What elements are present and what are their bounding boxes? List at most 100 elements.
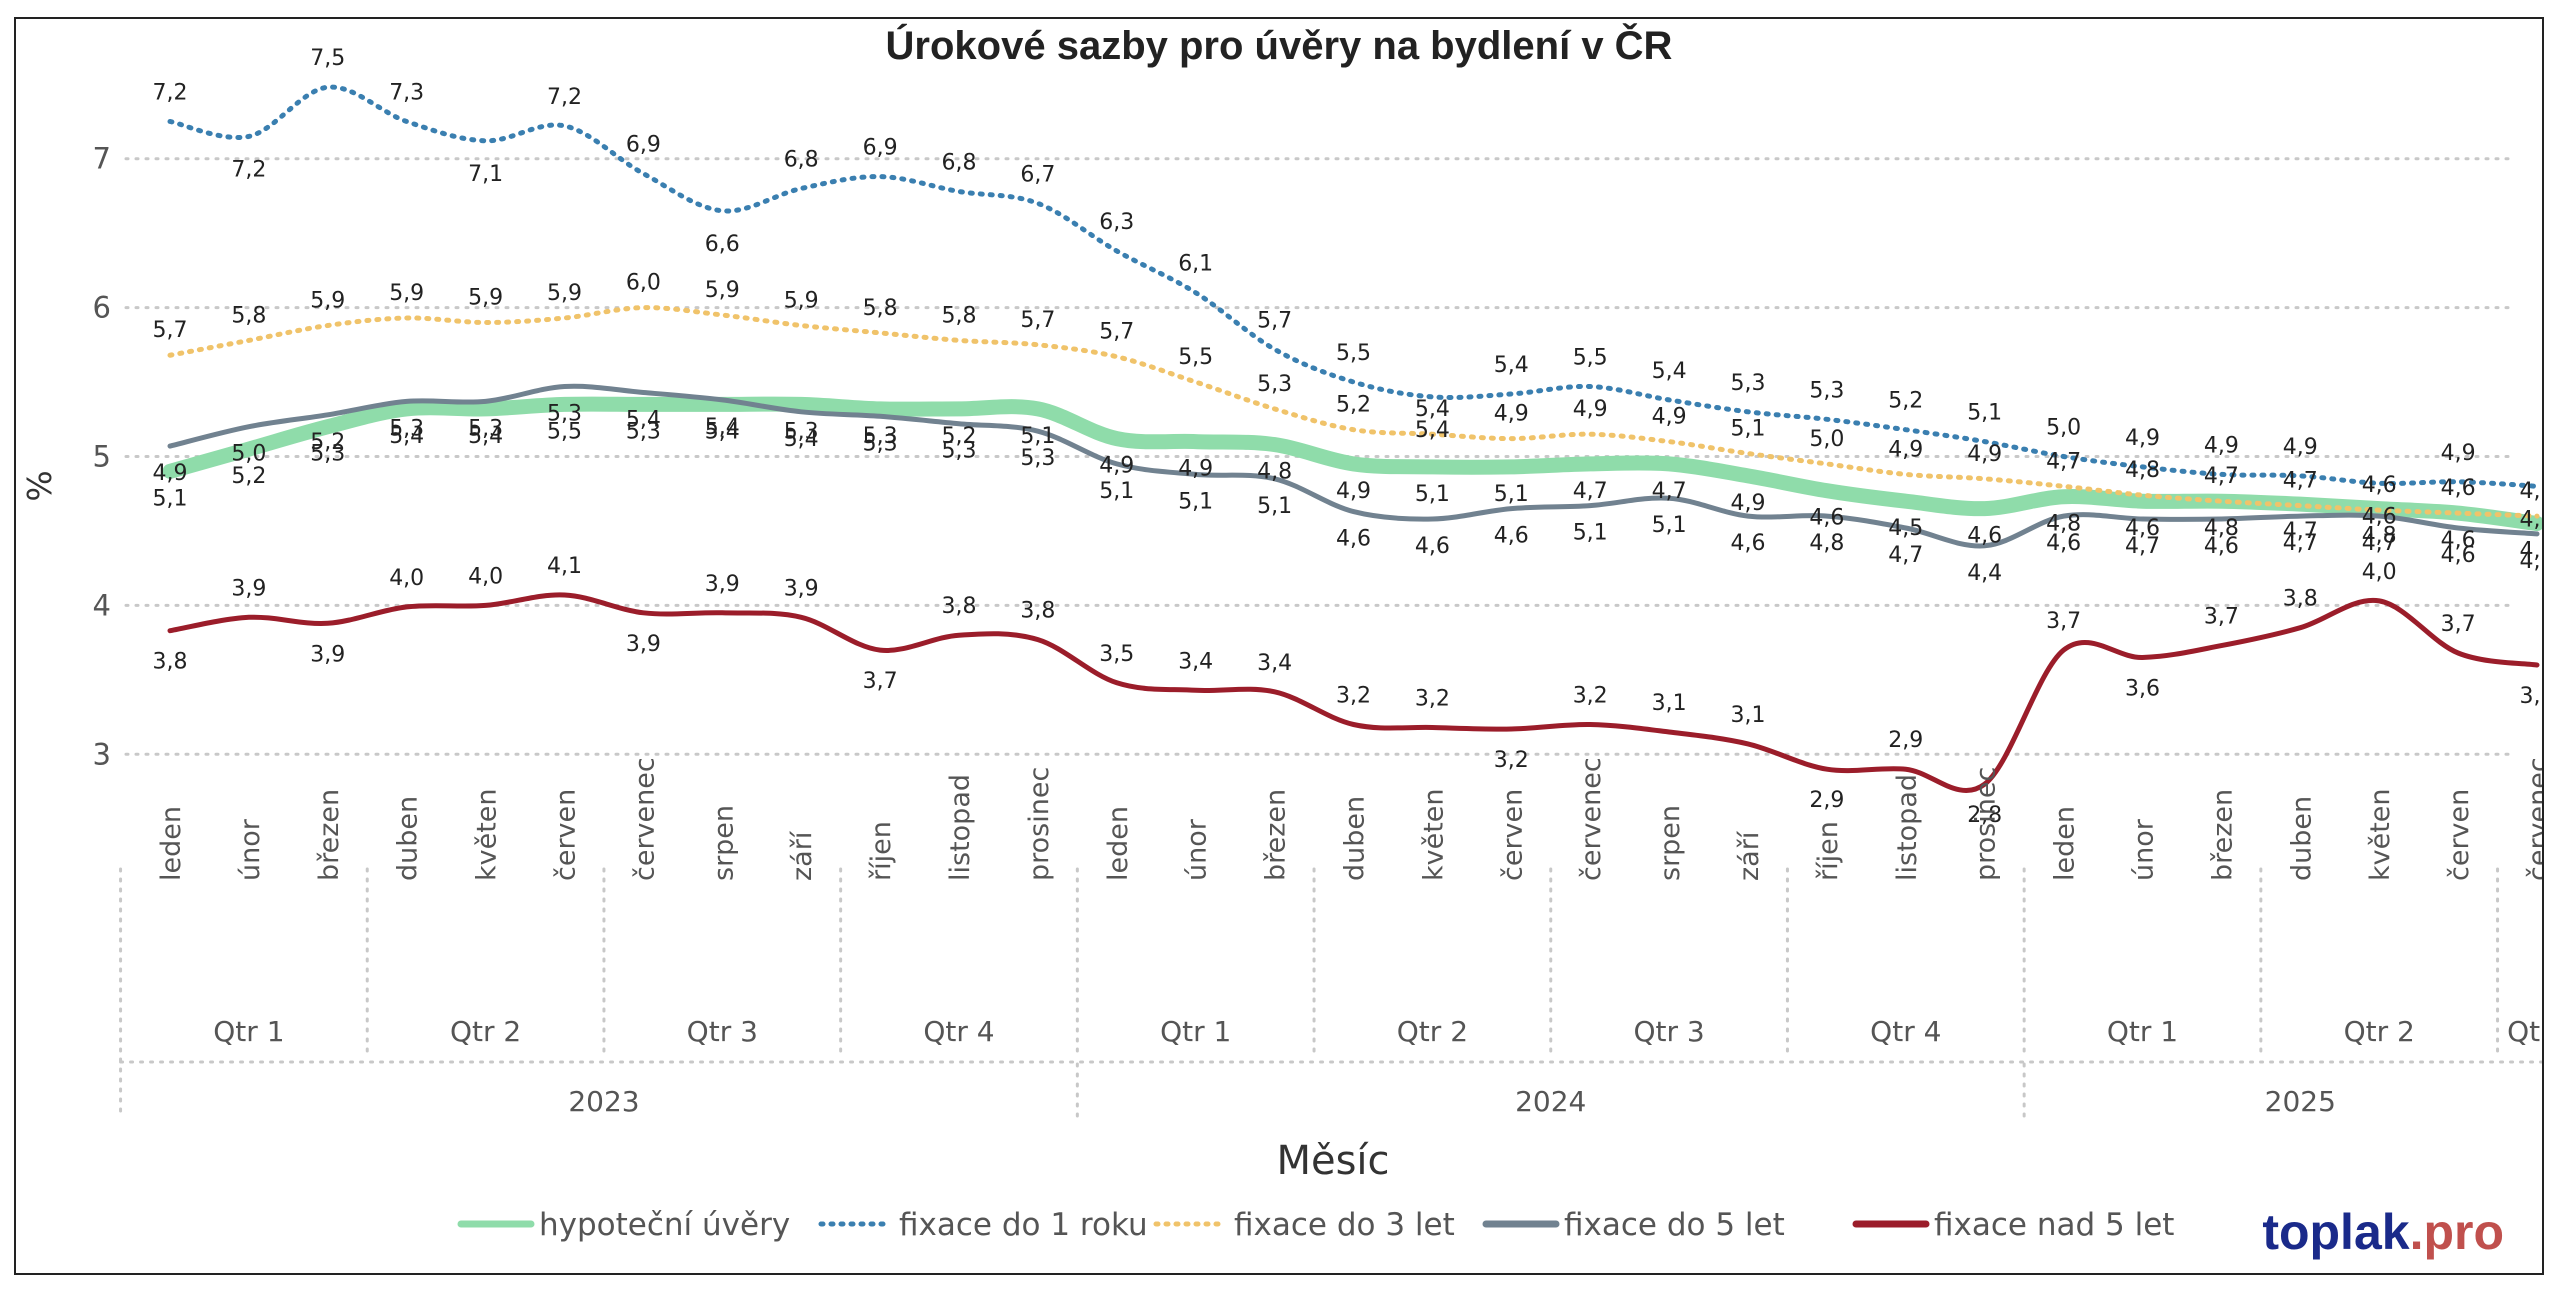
data-labels: 5,15,25,35,4 5,4 5,5 5,3 5,4 5,3 5,3 5,2 5,14,9 4… <box>153 46 2543 828</box>
data-label: 4,7 <box>1573 479 1608 504</box>
data-label: 4,0 <box>389 566 424 591</box>
data-label: 4,5 <box>1888 516 1923 541</box>
data-label: 4,6 <box>2520 539 2543 564</box>
data-label: 4,8 <box>2520 479 2543 504</box>
data-label: 4,9 <box>153 461 188 486</box>
data-label: 5,3 <box>389 416 424 441</box>
data-label: 5,1 <box>1178 489 1213 514</box>
data-label: 5,2 <box>1888 389 1923 414</box>
data-label: 6,7 <box>1020 162 1055 187</box>
data-label: 5,3 <box>784 419 819 444</box>
data-label: 6,9 <box>626 133 661 158</box>
legend-item: fixace do 1 roku <box>818 1207 1148 1243</box>
data-label: 3,9 <box>626 632 661 657</box>
data-label: 6,9 <box>863 136 898 161</box>
month-label: březen <box>1261 789 1292 881</box>
quarter-label: Qt... <box>2507 1015 2542 1048</box>
data-label: 3,9 <box>231 576 266 601</box>
data-label: 4,9 <box>2283 435 2318 460</box>
data-label: 5,8 <box>942 303 977 328</box>
data-label: 3,1 <box>1652 691 1687 716</box>
month-label: březen <box>314 789 345 881</box>
data-label: 3,7 <box>2204 605 2239 630</box>
legend-label: fixace do 3 let <box>1234 1207 1455 1243</box>
month-label: červenec <box>1576 757 1607 881</box>
data-label: 3,6 <box>2125 677 2160 702</box>
data-label: 4,6 <box>2441 476 2476 501</box>
data-label: 4,6 <box>1809 506 1844 531</box>
y-tick-label: 4 <box>93 588 111 622</box>
data-label: 4,6 <box>2125 516 2160 541</box>
data-label: 4,9 <box>1888 437 1923 462</box>
data-label: 4,6 <box>2441 528 2476 553</box>
data-label: 5,9 <box>547 281 582 306</box>
data-label: 5,2 <box>231 464 266 489</box>
data-label: 2,9 <box>1888 728 1923 753</box>
month-label: červenec <box>629 757 660 881</box>
data-label: 4,9 <box>1573 397 1608 422</box>
data-label: 5,4 <box>705 419 740 444</box>
data-label: 5,1 <box>1652 513 1687 538</box>
data-label: 5,7 <box>1257 308 1292 333</box>
month-label: květen <box>472 788 503 881</box>
data-label: 4,6 <box>2204 534 2239 559</box>
data-label: 5,4 <box>1415 397 1450 422</box>
data-label: 4,9 <box>1967 442 2002 467</box>
month-label: červen <box>551 789 582 881</box>
data-label: 5,0 <box>231 442 266 467</box>
data-label: 5,4 <box>626 408 661 433</box>
data-label: 4,7 <box>1652 479 1687 504</box>
data-label: 4,9 <box>1336 479 1371 504</box>
month-label: říjen <box>866 821 897 881</box>
data-label: 3,4 <box>1178 649 1213 674</box>
data-label: 3,9 <box>310 642 345 667</box>
month-label: prosinec <box>1971 767 2002 881</box>
legend-item: hypoteční úvěry <box>457 1207 790 1243</box>
data-label: 4,7 <box>2283 469 2318 494</box>
data-label: 3,8 <box>942 594 977 619</box>
legend-label: fixace nad 5 let <box>1934 1207 2174 1243</box>
month-label: leden <box>1103 806 1134 881</box>
data-label: 5,1 <box>153 486 188 511</box>
data-label: 5,1 <box>1967 401 2002 426</box>
gridlines <box>124 157 2518 756</box>
data-label: 5,3 <box>1809 378 1844 403</box>
data-label: 4,9 <box>1099 454 1134 479</box>
data-label: 4,0 <box>468 564 503 589</box>
data-label: 5,9 <box>468 286 503 311</box>
data-label: 5,3 <box>310 442 345 467</box>
data-label: 5,3 <box>626 419 661 444</box>
data-label: 3,7 <box>2441 612 2476 637</box>
month-label: prosinec <box>1024 767 1055 881</box>
data-label: 5,0 <box>2046 416 2081 441</box>
y-tick-label: 7 <box>93 142 111 176</box>
data-label: 3,2 <box>1494 748 1529 773</box>
chart-title: Úrokové sazby pro úvěry na bydlení v ČR <box>886 22 1673 68</box>
data-label: 3,9 <box>705 572 740 597</box>
brand-logo: toplak.pro <box>2262 1204 2504 1260</box>
data-label: 3,9 <box>784 576 819 601</box>
legend-item: fixace do 3 let <box>1153 1207 1455 1243</box>
data-label: 5,1 <box>1257 494 1292 519</box>
y-tick-label: 5 <box>93 440 111 474</box>
data-label: 3,1 <box>1731 703 1766 728</box>
data-label: 4,9 <box>1494 402 1529 427</box>
data-label: 3,7 <box>2046 609 2081 634</box>
quarter-label: Qtr 4 <box>1870 1015 1941 1048</box>
data-label: 5,3 <box>942 439 977 464</box>
data-label: 5,9 <box>784 289 819 314</box>
legend-label: hypoteční úvěry <box>539 1207 790 1243</box>
data-label: 7,2 <box>153 81 188 106</box>
data-label: 4,7 <box>2125 534 2160 559</box>
quarter-label: Qtr 1 <box>213 1015 284 1048</box>
quarter-label: Qtr 2 <box>2344 1015 2415 1048</box>
data-label: 5,3 <box>547 402 582 427</box>
data-label: 4,6 <box>1336 527 1371 552</box>
data-label: 4,6 <box>1731 531 1766 556</box>
month-label: září <box>1734 830 1765 881</box>
data-label: 4,7 <box>2283 531 2318 556</box>
data-label: 5,4 <box>1415 418 1450 443</box>
y-tick-label: 6 <box>93 291 111 325</box>
data-label: 4,4 <box>1967 561 2002 586</box>
y-axis-ticks: 3 4 5 6 7 <box>93 142 111 772</box>
